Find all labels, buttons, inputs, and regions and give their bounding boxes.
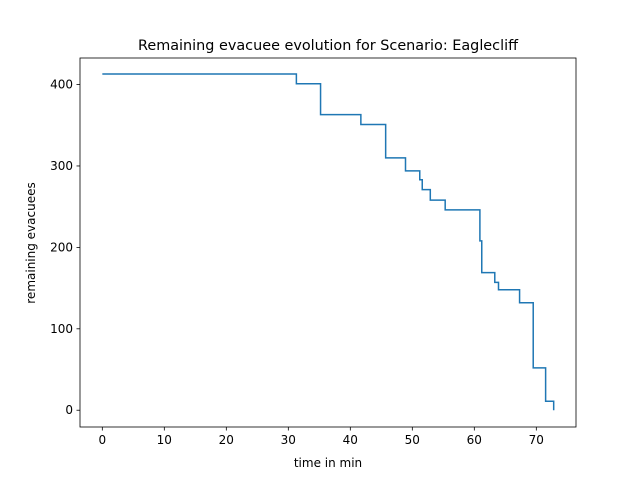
plot-frame — [79, 57, 577, 428]
x-tick-label: 60 — [467, 433, 482, 447]
x-axis-label: time in min — [294, 456, 362, 470]
y-tick-label: 0 — [65, 403, 73, 417]
x-tick-label: 30 — [281, 433, 296, 447]
x-tick-label: 10 — [157, 433, 172, 447]
x-tick-label: 70 — [529, 433, 544, 447]
y-tick-label: 200 — [50, 240, 73, 254]
x-tick-label: 40 — [343, 433, 358, 447]
series-line-0 — [102, 73, 555, 411]
x-tick-label: 20 — [219, 433, 234, 447]
chart-title: Remaining evacuee evolution for Scenario… — [138, 38, 519, 54]
y-tick-label: 300 — [50, 159, 73, 173]
y-tick-label: 100 — [50, 322, 73, 336]
x-tick-label: 50 — [405, 433, 420, 447]
x-tick-label: 0 — [98, 433, 106, 447]
y-tick-label: 400 — [50, 78, 73, 92]
plot-area: 0 10 20 30 40 50 60 70 0 100 200 300 400 — [50, 57, 577, 447]
y-axis-label: remaining evacuees — [24, 182, 38, 303]
